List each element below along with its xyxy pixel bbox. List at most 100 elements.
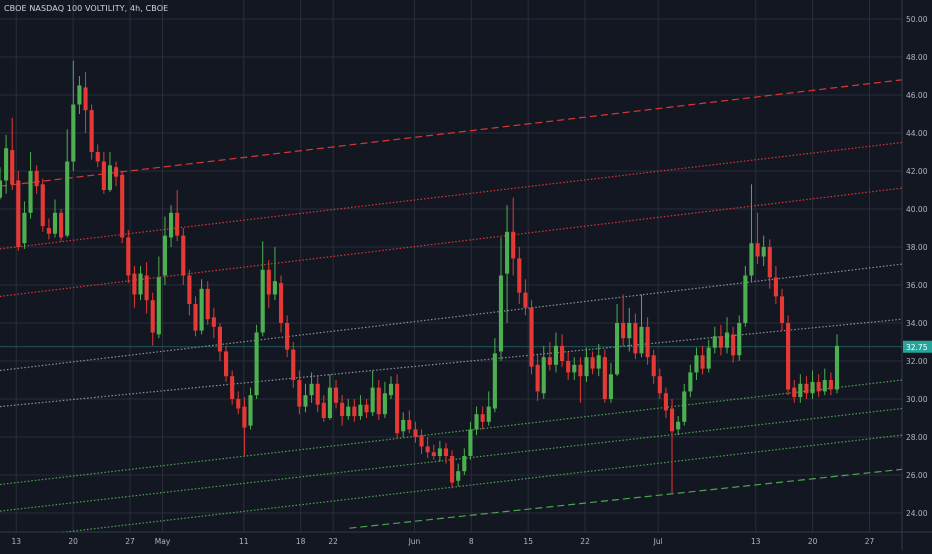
x-tick-label: 27: [125, 537, 135, 546]
candle: [474, 406, 479, 436]
candle-body: [731, 334, 736, 356]
candle: [816, 374, 821, 398]
candle: [242, 397, 247, 456]
x-tick-label: 15: [523, 537, 533, 546]
candle-body: [773, 277, 778, 297]
candle: [217, 323, 223, 361]
candle-body: [346, 406, 351, 417]
chart-title: CBOE NASDAQ 100 VOLTILITY, 4h, CBOE: [4, 4, 169, 13]
candle: [608, 362, 614, 403]
candle: [779, 288, 785, 331]
candle-body: [272, 281, 277, 295]
candle-body: [682, 391, 687, 422]
candle-body: [291, 349, 296, 380]
candle: [792, 380, 797, 403]
candle: [663, 387, 668, 418]
candle-body: [639, 326, 644, 354]
x-tick-label: Jul: [653, 537, 663, 546]
candle-body: [804, 383, 809, 394]
candle-body: [297, 380, 302, 407]
candle-body: [10, 150, 15, 185]
candle-body: [627, 323, 632, 339]
candle: [419, 429, 424, 455]
candle-body: [138, 273, 143, 295]
candle-body: [450, 456, 455, 483]
candle-body: [285, 323, 290, 350]
candle-body: [498, 275, 504, 352]
candle: [688, 364, 693, 398]
candle-body: [786, 323, 791, 390]
candle-body: [65, 161, 70, 236]
candle-body: [126, 237, 131, 276]
candle: [749, 184, 754, 282]
candle-body: [236, 399, 241, 409]
candle-body: [798, 383, 803, 398]
trend-line: [0, 79, 902, 187]
candle: [633, 313, 638, 360]
candle: [114, 161, 119, 187]
candle-body: [456, 471, 461, 481]
candle-body: [388, 383, 394, 396]
candle: [828, 372, 833, 396]
candle-body: [523, 292, 528, 308]
candle-body: [596, 355, 601, 369]
candle: [547, 342, 552, 371]
candle-body: [431, 452, 436, 456]
candle-body: [737, 323, 742, 356]
candle-body: [413, 429, 418, 437]
x-tick-label: 13: [11, 537, 21, 546]
candle: [450, 450, 455, 489]
candle-body: [95, 152, 100, 162]
candle-body: [83, 87, 88, 111]
x-tick-label: 20: [68, 537, 78, 546]
candle: [358, 395, 363, 420]
candle-body: [242, 406, 247, 428]
x-tick-label: 22: [328, 537, 338, 546]
candle-body: [181, 235, 186, 276]
candle-body: [486, 406, 491, 422]
candle: [150, 292, 155, 346]
candle-body: [688, 372, 693, 392]
candle: [40, 178, 45, 232]
candle: [120, 171, 125, 244]
candle-body: [340, 402, 345, 417]
candle-body: [535, 364, 540, 392]
current-price-badge: [903, 340, 932, 353]
candle: [59, 209, 64, 242]
candle-body: [645, 326, 650, 358]
candle-body: [425, 446, 430, 453]
y-tick-label: 32.00: [906, 357, 928, 366]
candle: [52, 199, 58, 238]
trend-line: [0, 141, 902, 250]
candle: [370, 370, 375, 417]
candle-body: [828, 380, 833, 390]
candle-body: [376, 387, 381, 415]
candle-body: [223, 351, 229, 377]
y-tick-label: 38.00: [906, 243, 928, 252]
y-tick-label: 26.00: [906, 471, 928, 480]
candle-body: [169, 212, 174, 238]
candle-body: [358, 404, 363, 417]
candle-body: [724, 332, 730, 348]
candle-body: [395, 383, 400, 434]
candle: [4, 134, 9, 194]
y-tick-label: 40.00: [906, 205, 928, 214]
candle: [223, 345, 229, 382]
candle-body: [669, 408, 675, 432]
candle: [755, 212, 760, 265]
candle-body: [663, 393, 668, 411]
candle: [602, 349, 607, 403]
candle: [737, 315, 742, 361]
x-tick-label: Jun: [408, 537, 421, 546]
candle-body: [101, 161, 106, 190]
candle-body: [0, 180, 3, 198]
candle-body: [621, 323, 626, 339]
candle: [413, 421, 418, 443]
candle-body: [144, 275, 149, 301]
candle-body: [547, 357, 552, 365]
candle: [480, 406, 485, 430]
y-tick-label: 42.00: [906, 167, 928, 176]
candle: [46, 218, 51, 240]
